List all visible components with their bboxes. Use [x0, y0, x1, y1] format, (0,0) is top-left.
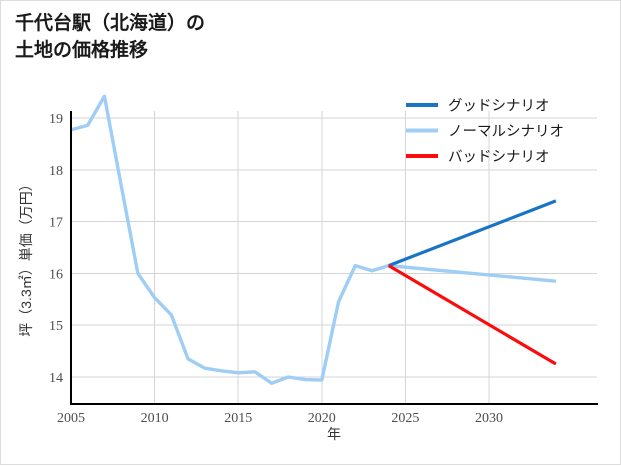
x-tick-label: 2025 [391, 411, 419, 426]
series-line-ノーマルシナリオ [70, 94, 557, 385]
x-tick-label: 2010 [141, 411, 169, 426]
axis-lines [69, 111, 598, 406]
x-axis-title: 年 [327, 426, 341, 442]
legend-label: バッドシナリオ [448, 150, 550, 166]
series-line-グッドシナリオ [388, 199, 557, 268]
x-tick-label: 2030 [475, 411, 503, 426]
series-line-バッドシナリオ [387, 264, 557, 366]
y-tick-label: 18 [49, 164, 63, 179]
page-title: 千代台駅（北海道）の 土地の価格推移 [15, 13, 206, 61]
legend-label: ノーマルシナリオ [448, 124, 564, 140]
x-tick-label: 2020 [308, 411, 336, 426]
x-tick-labels: 2005 2010 2015 2020 2025 2030 [57, 411, 503, 426]
y-tick-label: 14 [49, 371, 63, 386]
y-tick-label: 17 [49, 216, 63, 231]
y-tick-label: 15 [49, 319, 63, 334]
y-tick-labels: 14 15 16 17 18 19 [49, 112, 63, 386]
y-axis-title: 坪（3.3㎡）単価（万円） [18, 177, 34, 336]
data-series-group [70, 94, 557, 385]
x-tick-label: 2015 [224, 411, 252, 426]
legend-label: グッドシナリオ [448, 98, 550, 115]
x-tick-label: 2005 [57, 411, 85, 426]
y-tick-label: 19 [49, 112, 63, 127]
y-tick-label: 16 [49, 267, 63, 282]
